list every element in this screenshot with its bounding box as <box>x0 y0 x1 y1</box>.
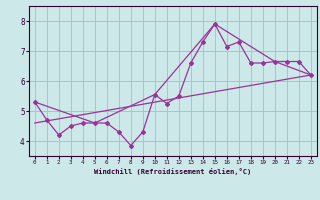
X-axis label: Windchill (Refroidissement éolien,°C): Windchill (Refroidissement éolien,°C) <box>94 168 252 175</box>
